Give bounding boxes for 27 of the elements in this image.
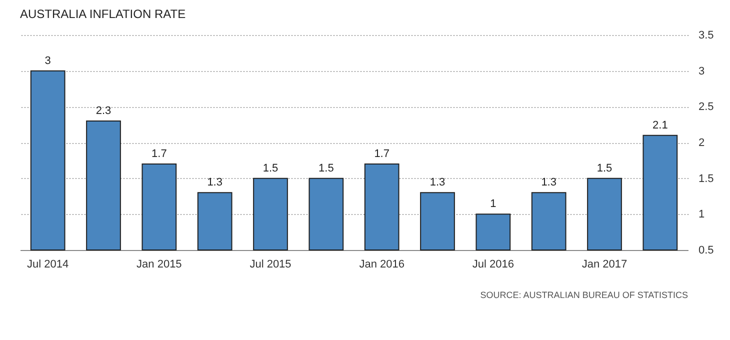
data-label: 1.7 bbox=[374, 148, 390, 160]
x-tick-label: Jan 2017 bbox=[582, 258, 628, 270]
x-tick-label: Jul 2016 bbox=[472, 258, 514, 270]
x-tick-label: Jan 2015 bbox=[136, 258, 182, 270]
source-note: SOURCE: AUSTRALIAN BUREAU OF STATISTICS bbox=[480, 290, 688, 300]
data-label: 2.1 bbox=[652, 119, 668, 132]
x-tick-label: Jul 2015 bbox=[250, 258, 292, 270]
y-tick-label: 1.5 bbox=[698, 172, 714, 185]
x-tick-label: Jul 2014 bbox=[27, 258, 69, 270]
y-tick-label: 3.5 bbox=[698, 30, 714, 42]
data-label: 1.3 bbox=[207, 176, 222, 189]
y-tick-label: 2.5 bbox=[698, 101, 714, 114]
y-tick-label: 1 bbox=[698, 208, 705, 221]
data-label: 1.7 bbox=[152, 148, 167, 160]
x-tick-label: Jan 2016 bbox=[359, 258, 404, 270]
data-label: 1.3 bbox=[430, 176, 446, 189]
chart-title: AUSTRALIA INFLATION RATE bbox=[20, 7, 186, 21]
data-label: 1.5 bbox=[596, 162, 612, 174]
y-tick-label: 2 bbox=[698, 137, 705, 149]
y-tick-label: 3 bbox=[698, 65, 705, 78]
data-label: 1.5 bbox=[262, 162, 278, 174]
data-label: 3 bbox=[44, 54, 51, 67]
data-label: 1.5 bbox=[318, 162, 334, 174]
data-label: 1 bbox=[490, 198, 496, 210]
data-label: 2.3 bbox=[96, 105, 112, 117]
y-tick-label: 0.5 bbox=[698, 244, 714, 256]
data-label: 1.3 bbox=[541, 176, 556, 189]
